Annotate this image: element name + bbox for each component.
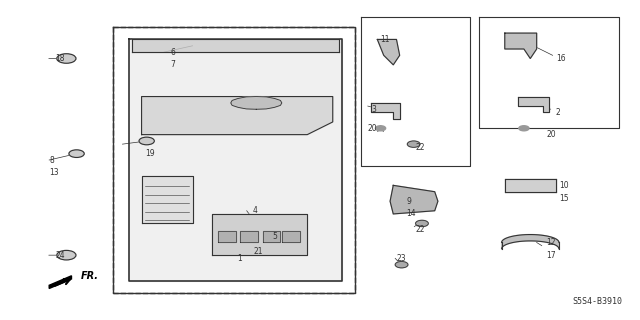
Bar [505,179,556,192]
Text: 15: 15 [559,194,568,203]
Text: 19: 19 [145,149,154,158]
Polygon shape [505,33,537,59]
Circle shape [69,150,84,157]
Bar [262,231,280,243]
Text: 2: 2 [556,108,561,117]
Text: FR.: FR. [81,271,99,281]
Text: 22: 22 [415,143,425,152]
Circle shape [407,141,420,147]
Circle shape [57,54,76,63]
Polygon shape [141,176,193,223]
Text: 13: 13 [49,168,59,177]
Text: 9: 9 [406,197,411,206]
Text: S5S4-B3910: S5S4-B3910 [573,297,623,306]
Circle shape [395,261,408,268]
Circle shape [57,251,76,260]
Polygon shape [49,276,72,288]
Circle shape [415,220,428,227]
Polygon shape [378,39,399,65]
Polygon shape [518,97,549,112]
Text: 1: 1 [237,254,242,263]
Polygon shape [129,39,342,281]
Circle shape [519,126,529,131]
Polygon shape [390,185,438,214]
Text: 14: 14 [406,209,415,219]
Circle shape [376,126,386,131]
Text: 10: 10 [559,181,568,190]
Text: 23: 23 [396,254,406,263]
Bar [218,231,236,243]
Text: 21: 21 [253,247,262,257]
Polygon shape [502,235,559,249]
Text: 6: 6 [170,48,175,57]
Polygon shape [371,103,399,119]
Text: 22: 22 [415,225,425,234]
Text: 24: 24 [56,251,65,260]
Text: 12: 12 [546,238,556,247]
Ellipse shape [231,97,282,109]
Text: 20: 20 [546,130,556,139]
Text: 3: 3 [371,105,376,114]
Text: 16: 16 [556,54,565,63]
Polygon shape [212,214,307,255]
Polygon shape [141,97,333,135]
Text: 20: 20 [368,124,378,133]
Text: 18: 18 [56,54,65,63]
Text: 8: 8 [49,156,54,164]
Text: 11: 11 [381,35,390,44]
Polygon shape [505,179,556,192]
Text: 4: 4 [253,206,258,215]
Text: 7: 7 [170,60,175,69]
Text: 17: 17 [546,251,556,260]
Text: 5: 5 [272,232,277,241]
Bar [241,231,258,243]
Bar [282,231,300,243]
Circle shape [139,137,154,145]
